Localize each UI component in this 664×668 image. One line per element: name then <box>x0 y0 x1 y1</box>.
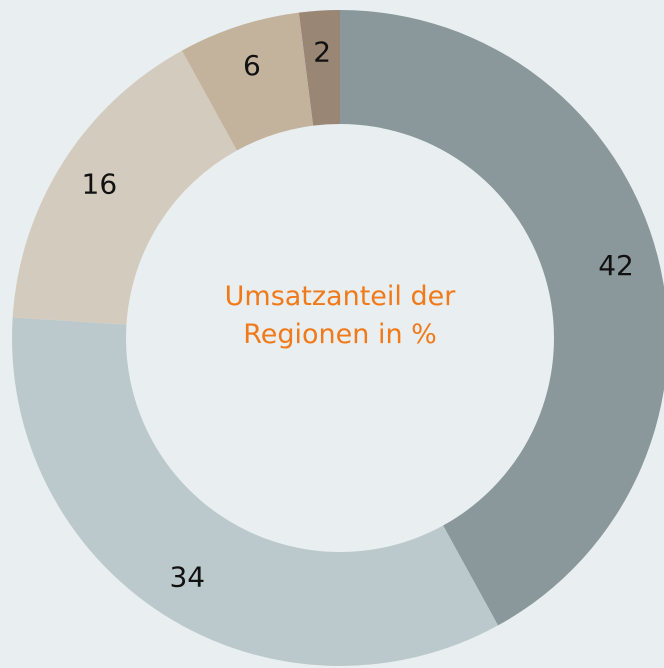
data-label: 34 <box>169 561 205 594</box>
data-label: 6 <box>243 49 261 82</box>
donut-segment <box>12 317 499 666</box>
data-label: 42 <box>598 249 634 282</box>
donut-segment <box>298 10 340 126</box>
donut-segment <box>12 50 237 325</box>
data-label: 2 <box>313 36 331 69</box>
donut-segment <box>340 10 664 626</box>
chart-title: Umsatzanteil der Regionen in % <box>224 281 456 350</box>
donut-segment <box>181 12 314 151</box>
data-label: 16 <box>82 167 118 200</box>
